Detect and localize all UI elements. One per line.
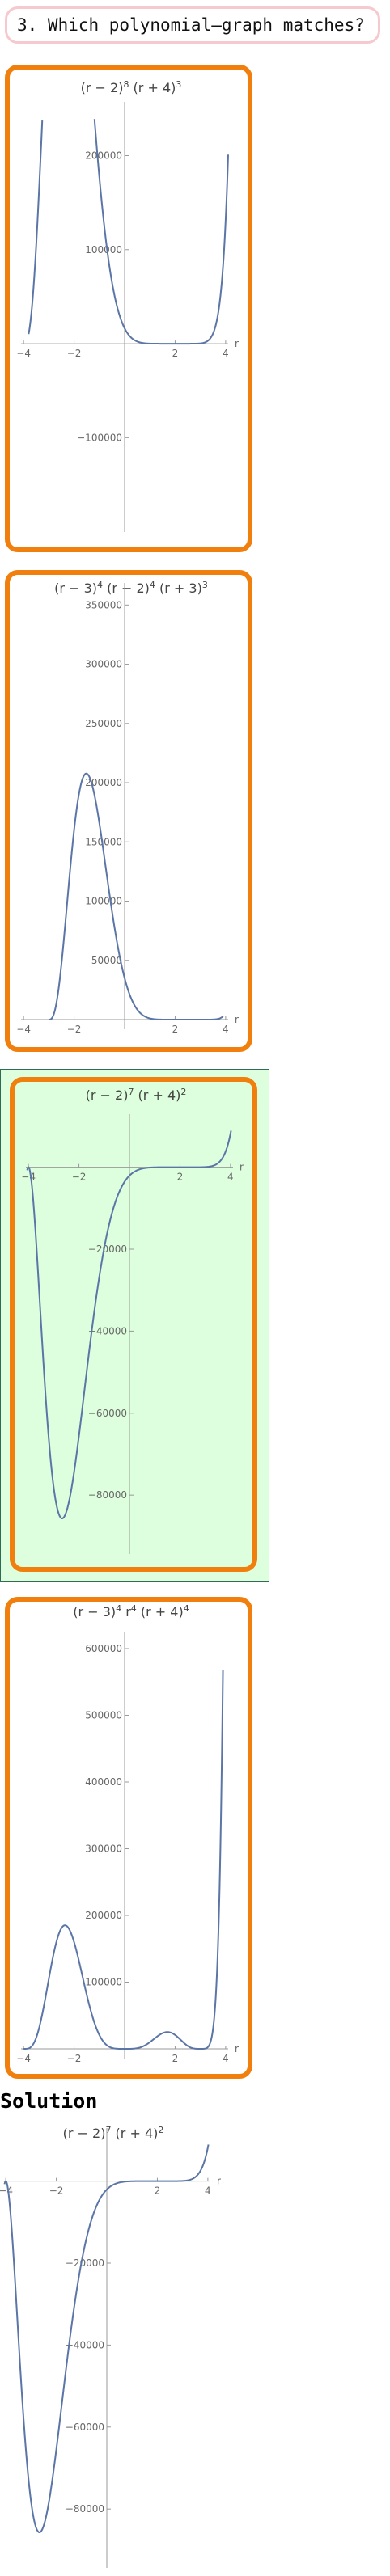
polynomial-curve xyxy=(49,772,224,1020)
question-prompt: 3. Which polynomial‒graph matches? xyxy=(5,6,380,44)
y-tick-label: 350000 xyxy=(85,599,122,610)
y-tick-label: 150000 xyxy=(85,836,122,847)
x-tick-label: 4 xyxy=(227,1172,234,1183)
title-exponent: 4 xyxy=(131,1603,137,1614)
x-tick-label: −2 xyxy=(67,2053,82,2064)
x-tick-label: 2 xyxy=(177,1172,184,1183)
title-exponent: 4 xyxy=(150,580,155,590)
x-tick-label: 2 xyxy=(172,1024,179,1035)
solution-graph: (r − 2)7 (r + 4)2r−4 −2 2 4−20000−40000−600… xyxy=(0,2125,221,2568)
title-exponent: 7 xyxy=(105,2125,111,2135)
x-tick-label: −4 xyxy=(16,2053,31,2064)
plot-title: (r − 3)4 r4 (r + 4)4 xyxy=(73,1603,189,1620)
title-factor: (r + 4) xyxy=(134,1087,180,1103)
title-exponent: 2 xyxy=(180,1087,186,1097)
y-tick-label: −60000 xyxy=(66,2422,104,2433)
x-axis-variable: r xyxy=(217,2176,221,2187)
title-exponent: 4 xyxy=(184,1603,189,1614)
title-factor: (r − 2) xyxy=(63,2126,106,2141)
title-factor: (r − 3) xyxy=(54,581,97,596)
polynomial-curve xyxy=(26,1130,232,1519)
title-factor: (r − 2) xyxy=(86,1087,129,1103)
title-exponent: 7 xyxy=(128,1087,134,1097)
polynomial-curve xyxy=(28,119,229,345)
x-tick-label: 4 xyxy=(223,1024,229,1035)
y-tick-label: −80000 xyxy=(88,1489,127,1501)
x-tick-label: −4 xyxy=(21,1172,36,1183)
answer-option-c[interactable]: (r − 2)7 (r + 4)2 r −4 −2 2 4 −20000 −40000 −600… xyxy=(10,1077,257,1572)
title-factor: (r − 2) xyxy=(81,80,124,95)
plot-title: (r − 2)7 (r + 4)2 xyxy=(63,2125,164,2142)
y-tick-label: 100000 xyxy=(85,1977,122,1988)
y-tick-label: −40000 xyxy=(66,2339,104,2350)
y-tick-label: 200000 xyxy=(85,777,122,788)
y-tick-label: 200000 xyxy=(85,150,122,162)
title-factor: (r + 4) xyxy=(111,2126,158,2141)
y-tick-label: 250000 xyxy=(85,718,122,729)
title-factor: (r + 3) xyxy=(155,581,202,596)
y-tick-label: 50000 xyxy=(91,955,122,966)
y-tick-label: 300000 xyxy=(85,659,122,670)
x-axis-variable: r xyxy=(240,1162,244,1173)
title-factor: (r + 4) xyxy=(129,80,176,95)
title-exponent: 4 xyxy=(116,1603,121,1614)
y-tick-label: −100000 xyxy=(77,432,122,443)
title-factor: (r − 2) xyxy=(103,581,150,596)
option-a-graph: (r − 2)8 (r + 4)3 r −4 −2 2 4 200000 100000 −100… xyxy=(16,79,239,532)
plot-title: (r − 3)4 (r − 2)4 (r + 3)3 xyxy=(54,580,208,597)
x-tick-label: 2 xyxy=(172,348,179,359)
title-factor: (r − 3) xyxy=(73,1604,116,1620)
option-d-graph: (r − 3)4 r4 (r + 4)4r−4 −2 2 46000005000004… xyxy=(16,1603,239,2065)
y-tick-label: 200000 xyxy=(85,1910,122,1921)
x-tick-label: 2 xyxy=(172,2053,179,2064)
x-tick-label: −4 xyxy=(0,2185,13,2197)
polynomial-curve xyxy=(23,1670,224,2050)
x-tick-label: −2 xyxy=(72,1172,87,1183)
x-tick-label: 4 xyxy=(223,348,229,359)
answer-option-d[interactable]: (r − 3)4 r4 (r + 4)4 r −4 −2 2 4 600000 500000 4… xyxy=(5,1597,252,2079)
polynomial-curve xyxy=(3,2144,210,2533)
answer-option-b[interactable]: (r − 3)4 (r − 2)4 (r + 3)3 r −4 −2 2 4 350000 3… xyxy=(5,570,252,1052)
y-tick-label: −20000 xyxy=(66,2257,104,2269)
answer-option-a[interactable]: (r − 2)8 (r + 4)3 r −4 −2 2 4 200000 100000 −100… xyxy=(5,65,252,552)
title-exponent: 2 xyxy=(158,2125,163,2135)
y-tick-label: 600000 xyxy=(85,1643,122,1654)
title-factor: (r + 4) xyxy=(137,1604,184,1620)
title-exponent: 3 xyxy=(202,580,208,590)
option-c-graph: (r − 2)7 (r + 4)2r−4 −2 2 4−20000−40000−600… xyxy=(21,1087,244,1554)
option-b-graph: (r − 3)4 (r − 2)4 (r + 3)3r−4 −2 2 43500003… xyxy=(16,580,239,1036)
x-axis-variable: r xyxy=(235,338,239,349)
x-tick-label: 4 xyxy=(223,2053,229,2064)
y-tick-label: 400000 xyxy=(85,1776,122,1788)
title-factor: r xyxy=(121,1604,131,1620)
plot-title: (r − 2)7 (r + 4)2 xyxy=(86,1087,187,1104)
plot-title: (r − 2)8 (r + 4)3 xyxy=(81,79,182,96)
solution-heading: Solution xyxy=(0,2089,98,2113)
y-tick-label: −60000 xyxy=(88,1408,127,1419)
x-axis-variable: r xyxy=(235,1014,239,1025)
title-exponent: 8 xyxy=(123,79,129,90)
x-axis-variable: r xyxy=(235,2043,239,2054)
x-tick-label: −2 xyxy=(67,348,82,359)
title-exponent: 3 xyxy=(176,79,181,90)
x-tick-label: 4 xyxy=(205,2185,211,2197)
y-tick-label: −20000 xyxy=(88,1244,127,1255)
y-tick-label: 100000 xyxy=(85,244,122,255)
title-exponent: 4 xyxy=(97,580,103,590)
x-tick-label: −4 xyxy=(16,1024,31,1035)
x-tick-label: −2 xyxy=(67,1024,82,1035)
y-tick-label: 300000 xyxy=(85,1843,122,1855)
y-tick-label: −80000 xyxy=(66,2503,104,2515)
x-tick-label: 2 xyxy=(155,2185,161,2197)
x-tick-label: −4 xyxy=(16,348,31,359)
y-tick-label: −40000 xyxy=(88,1325,127,1337)
y-tick-label: 100000 xyxy=(85,896,122,907)
y-tick-label: 500000 xyxy=(85,1710,122,1721)
x-tick-label: −2 xyxy=(49,2185,64,2197)
